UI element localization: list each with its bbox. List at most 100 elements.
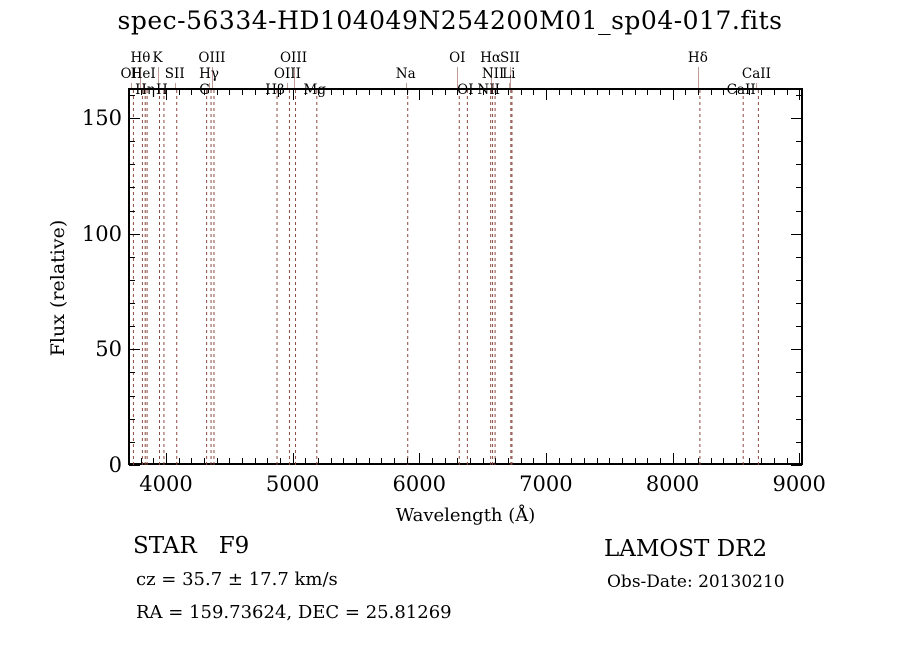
x-tick bbox=[355, 458, 357, 464]
x-tick bbox=[621, 458, 623, 464]
x-tick-top bbox=[317, 89, 319, 95]
y-tick-right bbox=[796, 94, 802, 96]
line-label-hη: Hη bbox=[135, 82, 156, 98]
x-tick bbox=[507, 458, 509, 464]
line-label-hγ: Hγ bbox=[199, 66, 219, 82]
x-tick-top bbox=[786, 89, 788, 95]
x-tick bbox=[381, 458, 383, 464]
y-tick bbox=[129, 279, 135, 281]
x-tick bbox=[431, 458, 433, 464]
x-tick bbox=[710, 458, 712, 464]
x-tick-label: 8000 bbox=[645, 472, 700, 496]
line-marker bbox=[697, 67, 699, 88]
x-tick bbox=[140, 458, 142, 464]
line-label-caii: CaII bbox=[726, 82, 756, 98]
x-tick-label: 4000 bbox=[139, 472, 193, 496]
x-tick bbox=[469, 458, 471, 464]
line-label-li: Li bbox=[502, 66, 516, 82]
x-tick-top bbox=[659, 89, 661, 95]
line-marker bbox=[174, 83, 176, 88]
y-tick bbox=[129, 94, 135, 96]
x-tick bbox=[761, 458, 763, 464]
x-tick-top bbox=[368, 89, 370, 95]
x-tick bbox=[254, 458, 256, 464]
x-tick-top bbox=[545, 89, 547, 100]
x-tick-top bbox=[178, 89, 180, 95]
x-tick-top bbox=[520, 89, 522, 95]
x-tick-top bbox=[279, 89, 281, 95]
x-tick-top bbox=[216, 89, 218, 95]
line-marker bbox=[493, 83, 495, 88]
x-tick bbox=[647, 458, 649, 464]
line-label-g: G bbox=[199, 82, 211, 98]
x-tick-top bbox=[406, 89, 408, 95]
x-tick-top bbox=[457, 89, 459, 95]
y-tick bbox=[129, 326, 135, 328]
line-marker bbox=[143, 83, 145, 88]
x-tick bbox=[292, 453, 294, 464]
x-tick-top bbox=[799, 89, 801, 100]
spectrum-plot bbox=[128, 88, 803, 467]
x-tick-top bbox=[355, 89, 357, 95]
x-tick bbox=[368, 458, 370, 464]
y-tick-label: 100 bbox=[81, 221, 122, 246]
y-tick bbox=[129, 118, 140, 120]
y-tick-right bbox=[791, 465, 802, 466]
line-label-sii: SII bbox=[499, 50, 520, 66]
x-tick bbox=[735, 458, 737, 464]
observation-date: Obs-Date: 20130210 bbox=[607, 572, 785, 592]
x-tick bbox=[533, 458, 535, 464]
x-tick-top bbox=[697, 89, 699, 95]
x-tick-top bbox=[393, 89, 395, 95]
x-tick-top bbox=[165, 89, 167, 100]
survey-name: LAMOST DR2 bbox=[604, 536, 768, 562]
line-label-hβ: Hβ bbox=[265, 82, 285, 98]
y-tick-right bbox=[796, 418, 802, 420]
x-tick bbox=[571, 458, 573, 464]
line-marker bbox=[211, 67, 213, 88]
x-tick-top bbox=[621, 89, 623, 95]
x-tick-top bbox=[482, 89, 484, 95]
x-tick-label: 7000 bbox=[519, 472, 573, 496]
x-tick bbox=[279, 458, 281, 464]
y-tick-right bbox=[791, 233, 802, 235]
x-tick bbox=[495, 458, 497, 464]
y-tick-right bbox=[796, 326, 802, 328]
line-label-oiii: OIII bbox=[273, 66, 301, 82]
y-tick-right bbox=[796, 164, 802, 166]
line-marker bbox=[293, 67, 295, 88]
y-tick-right bbox=[796, 395, 802, 397]
x-tick-top bbox=[444, 89, 446, 95]
x-tick-top bbox=[254, 89, 256, 95]
x-tick-top bbox=[507, 89, 509, 95]
y-tick bbox=[129, 303, 135, 305]
line-label-hδ: Hδ bbox=[687, 50, 708, 66]
x-tick-top bbox=[571, 89, 573, 95]
x-tick-top bbox=[558, 89, 560, 95]
x-tick-top bbox=[292, 89, 294, 100]
x-tick bbox=[609, 458, 611, 464]
y-tick-right bbox=[796, 303, 802, 305]
x-tick-top bbox=[419, 89, 421, 100]
y-tick bbox=[129, 465, 140, 466]
x-tick-top bbox=[431, 89, 433, 95]
x-tick bbox=[545, 453, 547, 464]
line-label-caii: CaII bbox=[741, 66, 771, 82]
x-tick bbox=[191, 458, 193, 464]
line-label-oii: OII bbox=[120, 66, 143, 82]
x-tick bbox=[596, 458, 598, 464]
y-tick-right bbox=[796, 141, 802, 143]
x-tick-top bbox=[773, 89, 775, 95]
x-tick-top bbox=[241, 89, 243, 95]
x-tick bbox=[697, 458, 699, 464]
x-tick bbox=[419, 453, 421, 464]
x-tick bbox=[178, 458, 180, 464]
line-marker bbox=[157, 67, 159, 88]
line-marker bbox=[508, 83, 510, 88]
page-title: spec-56334-HD104049N254200M01_sp04-017.f… bbox=[117, 6, 783, 35]
y-tick bbox=[129, 418, 135, 420]
x-tick-top bbox=[267, 89, 269, 95]
line-marker bbox=[131, 83, 133, 88]
line-label-hα: Hα bbox=[480, 50, 502, 66]
x-tick-top bbox=[685, 89, 687, 95]
